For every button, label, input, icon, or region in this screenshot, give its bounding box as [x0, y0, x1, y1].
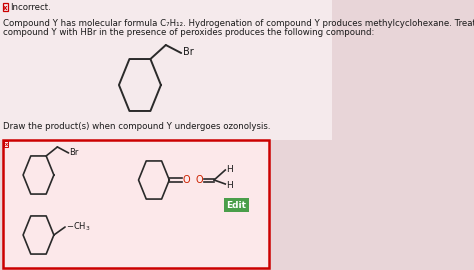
Text: Br: Br	[182, 47, 193, 57]
Text: Draw the product(s) when compound Y undergoes ozonolysis.: Draw the product(s) when compound Y unde…	[3, 122, 270, 131]
Bar	[0, 0, 332, 140]
Text: O: O	[182, 175, 190, 185]
Text: $-$CH$_3$: $-$CH$_3$	[66, 221, 91, 233]
Text: Incorrect.: Incorrect.	[10, 3, 51, 12]
Text: O: O	[195, 175, 203, 185]
Bar	[4, 141, 9, 147]
Text: H: H	[226, 164, 233, 174]
Text: Br: Br	[69, 148, 79, 157]
Bar	[224, 198, 249, 212]
Text: Edit: Edit	[227, 201, 246, 210]
Bar	[3, 3, 9, 11]
Text: H: H	[226, 181, 233, 190]
Text: x: x	[3, 5, 8, 11]
Text: x: x	[5, 142, 8, 147]
Bar	[3, 140, 269, 268]
Text: Compound Y has molecular formula C₇H₁₂. Hydrogenation of compound Y produces met: Compound Y has molecular formula C₇H₁₂. …	[3, 19, 474, 28]
Text: compound Y with HBr in the presence of peroxides produces the following compound: compound Y with HBr in the presence of p…	[3, 28, 374, 37]
